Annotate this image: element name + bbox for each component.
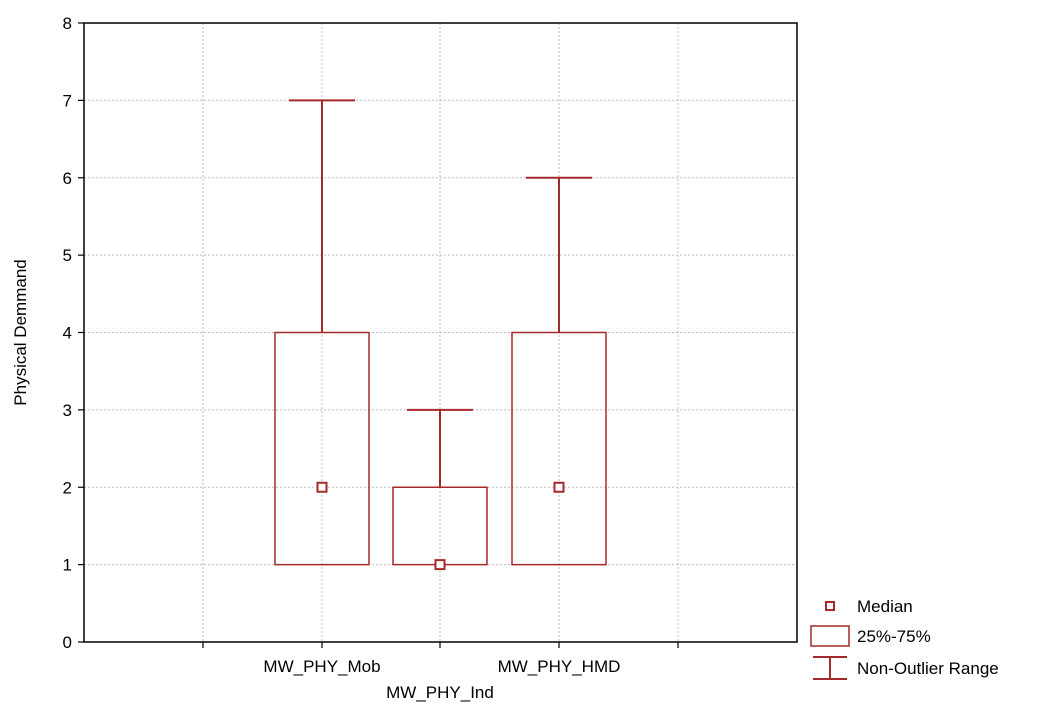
box-1	[274, 99, 370, 566]
gridlines	[84, 23, 797, 642]
box-series	[274, 99, 607, 571]
y-axis-label: Physical Demmand	[11, 259, 30, 405]
legend-label-median: Median	[857, 597, 913, 616]
y-axis: 0 1 2 3 4 5 6 7 8	[63, 14, 84, 652]
x-tick-label: MW_PHY_HMD	[498, 657, 621, 676]
box-2	[392, 408, 488, 571]
median-marker	[553, 481, 565, 493]
x-tick-label: MW_PHY_Ind	[386, 683, 494, 702]
y-tick-label: 0	[63, 633, 72, 652]
y-tick-label: 5	[63, 246, 72, 265]
iqr-box	[274, 331, 370, 566]
x-tick-label: MW_PHY_Mob	[263, 657, 380, 676]
iqr-box	[392, 486, 488, 566]
legend-median-marker	[825, 601, 835, 611]
legend-box-marker	[810, 625, 850, 647]
legend-label-range: Non-Outlier Range	[857, 659, 999, 678]
y-tick-label: 3	[63, 401, 72, 420]
y-tick-label: 1	[63, 556, 72, 575]
y-tick-label: 2	[63, 478, 72, 497]
y-tick-label: 6	[63, 169, 72, 188]
y-tick-label: 8	[63, 14, 72, 33]
legend-range-marker	[813, 656, 847, 680]
iqr-box	[511, 331, 607, 566]
legend-label-box: 25%-75%	[857, 627, 931, 646]
median-marker	[434, 559, 446, 571]
median-marker	[316, 481, 328, 493]
box-3	[511, 176, 607, 566]
y-tick-label: 4	[63, 324, 72, 343]
y-tick-label: 7	[63, 91, 72, 110]
legend: Median 25%-75% Non-Outlier Range	[810, 597, 999, 680]
